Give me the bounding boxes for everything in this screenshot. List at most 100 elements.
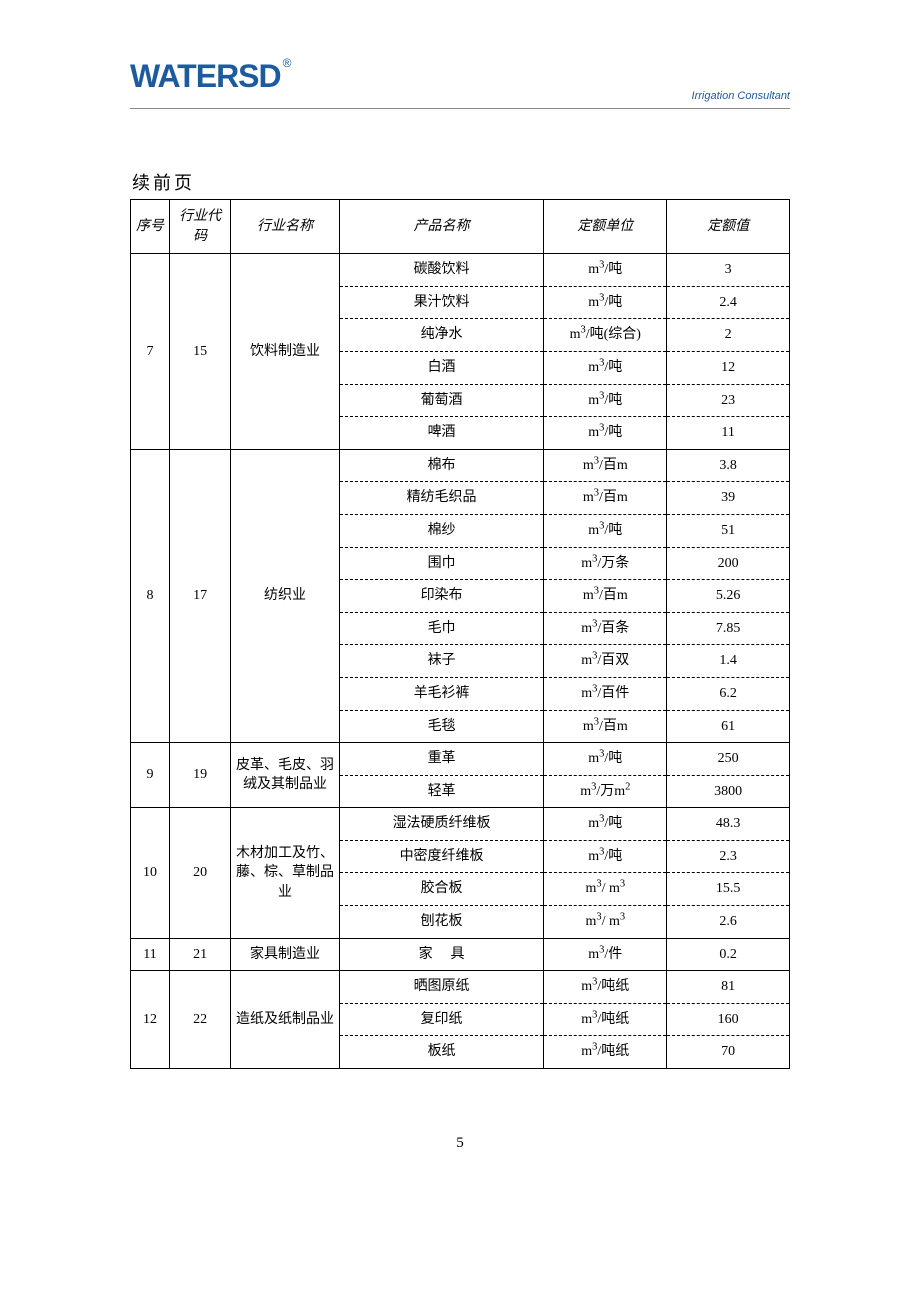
cell-industry: 家具制造业: [231, 938, 339, 971]
cell-product: 湿法硬质纤维板: [339, 808, 544, 841]
cell-product: 白酒: [339, 351, 544, 384]
cell-unit: m3/百件: [544, 677, 667, 710]
cell-unit: m3/百m: [544, 580, 667, 613]
cell-value: 12: [667, 351, 790, 384]
col-header-seq: 序号: [131, 200, 170, 254]
cell-unit: m3/ m3: [544, 873, 667, 906]
cell-value: 3.8: [667, 449, 790, 482]
cell-product: 复印纸: [339, 1003, 544, 1036]
col-header-product: 产品名称: [339, 200, 544, 254]
cell-value: 61: [667, 710, 790, 743]
cell-product: 轻革: [339, 775, 544, 808]
cell-value: 250: [667, 743, 790, 776]
table-row: 715饮料制造业碳酸饮料m3/吨3: [131, 254, 790, 287]
cell-seq: 10: [131, 808, 170, 938]
cell-value: 0.2: [667, 938, 790, 971]
cell-unit: m3/吨纸: [544, 971, 667, 1004]
cell-seq: 12: [131, 971, 170, 1069]
cell-value: 6.2: [667, 677, 790, 710]
table-row: 1020木材加工及竹、藤、棕、草制品业湿法硬质纤维板m3/吨48.3: [131, 808, 790, 841]
cell-unit: m3/吨: [544, 254, 667, 287]
cell-unit: m3/吨(综合): [544, 319, 667, 352]
cell-code: 22: [169, 971, 230, 1069]
cell-product: 袜子: [339, 645, 544, 678]
page-content: WATERSD ® Irrigation Consultant 续前页 序号 行…: [130, 60, 790, 1069]
col-header-value: 定额值: [667, 200, 790, 254]
cell-product: 棉纱: [339, 514, 544, 547]
cell-unit: m3/吨: [544, 808, 667, 841]
cell-unit: m3/百m: [544, 449, 667, 482]
cell-unit: m3/吨: [544, 351, 667, 384]
cell-code: 17: [169, 449, 230, 742]
cell-industry: 造纸及纸制品业: [231, 971, 339, 1069]
cell-value: 160: [667, 1003, 790, 1036]
logo: WATERSD ®: [130, 60, 790, 92]
cell-value: 81: [667, 971, 790, 1004]
cell-product: 板纸: [339, 1036, 544, 1069]
header-logo-area: WATERSD ® Irrigation Consultant: [130, 60, 790, 109]
cell-unit: m3/万条: [544, 547, 667, 580]
col-header-code: 行业代码: [169, 200, 230, 254]
cell-product: 晒图原纸: [339, 971, 544, 1004]
cell-unit: m3/百m: [544, 710, 667, 743]
cell-unit: m3/吨纸: [544, 1003, 667, 1036]
cell-value: 200: [667, 547, 790, 580]
cell-product: 胶合板: [339, 873, 544, 906]
cell-product: 重革: [339, 743, 544, 776]
col-header-unit: 定额单位: [544, 200, 667, 254]
cell-unit: m3/吨: [544, 286, 667, 319]
cell-value: 48.3: [667, 808, 790, 841]
cell-industry: 饮料制造业: [231, 254, 339, 450]
cell-unit: m3/吨纸: [544, 1036, 667, 1069]
cell-value: 39: [667, 482, 790, 515]
cell-value: 11: [667, 417, 790, 450]
cell-value: 2.4: [667, 286, 790, 319]
page-number: 5: [0, 1135, 920, 1152]
table-row: 919皮革、毛皮、羽绒及其制品业重革m3/吨250: [131, 743, 790, 776]
cell-seq: 9: [131, 743, 170, 808]
cell-product: 毛毯: [339, 710, 544, 743]
cell-product: 葡萄酒: [339, 384, 544, 417]
cell-product: 家具: [339, 938, 544, 971]
col-header-industry: 行业名称: [231, 200, 339, 254]
cell-product: 精纺毛织品: [339, 482, 544, 515]
cell-unit: m3/百条: [544, 612, 667, 645]
cell-value: 3: [667, 254, 790, 287]
cell-unit: m3/ m3: [544, 906, 667, 939]
cell-code: 15: [169, 254, 230, 450]
cell-value: 51: [667, 514, 790, 547]
cell-value: 23: [667, 384, 790, 417]
cell-code: 20: [169, 808, 230, 938]
cell-unit: m3/万m2: [544, 775, 667, 808]
table-row: 1222造纸及纸制品业晒图原纸m3/吨纸81: [131, 971, 790, 1004]
cell-unit: m3/吨: [544, 384, 667, 417]
logo-brand: WATERSD: [130, 60, 281, 92]
cell-unit: m3/件: [544, 938, 667, 971]
cell-code: 21: [169, 938, 230, 971]
cell-unit: m3/百m: [544, 482, 667, 515]
cell-product: 啤酒: [339, 417, 544, 450]
cell-product: 围巾: [339, 547, 544, 580]
cell-industry: 木材加工及竹、藤、棕、草制品业: [231, 808, 339, 938]
cell-product: 刨花板: [339, 906, 544, 939]
cell-value: 2.6: [667, 906, 790, 939]
cell-value: 2.3: [667, 840, 790, 873]
cell-product: 毛巾: [339, 612, 544, 645]
cell-product: 果汁饮料: [339, 286, 544, 319]
cell-seq: 8: [131, 449, 170, 742]
cell-industry: 皮革、毛皮、羽绒及其制品业: [231, 743, 339, 808]
cell-value: 3800: [667, 775, 790, 808]
cell-value: 15.5: [667, 873, 790, 906]
cell-value: 2: [667, 319, 790, 352]
cell-product: 碳酸饮料: [339, 254, 544, 287]
cell-industry: 纺织业: [231, 449, 339, 742]
cell-product: 棉布: [339, 449, 544, 482]
table-row: 817纺织业棉布m3/百m3.8: [131, 449, 790, 482]
cell-unit: m3/吨: [544, 743, 667, 776]
cell-seq: 7: [131, 254, 170, 450]
cell-unit: m3/百双: [544, 645, 667, 678]
cell-unit: m3/吨: [544, 417, 667, 450]
cell-value: 70: [667, 1036, 790, 1069]
continued-label: 续前页: [130, 169, 790, 199]
cell-unit: m3/吨: [544, 514, 667, 547]
